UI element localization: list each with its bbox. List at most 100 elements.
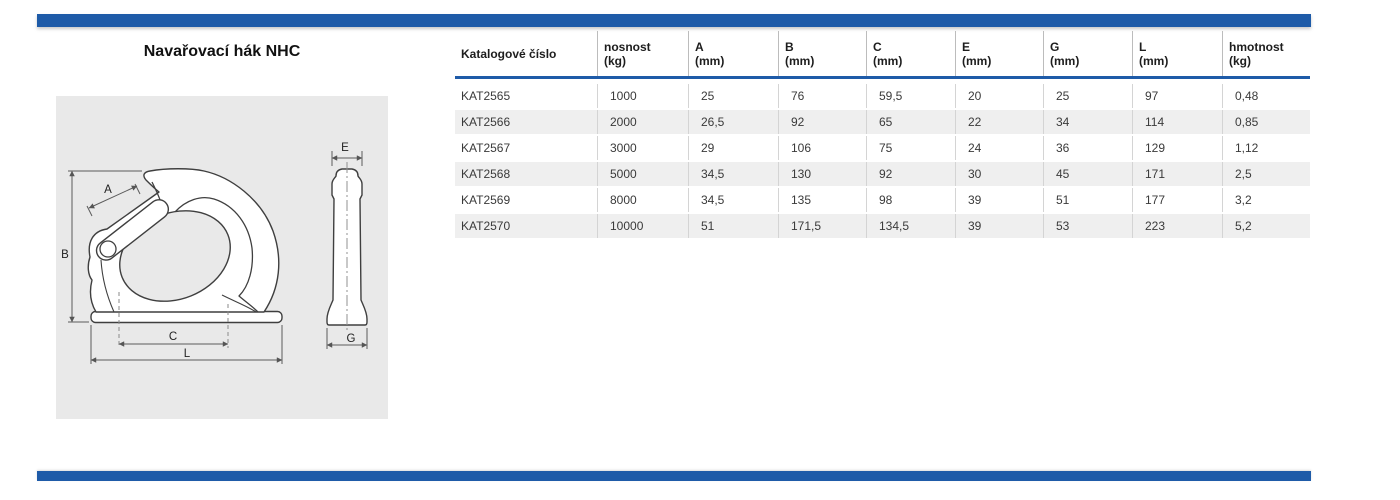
column-label: A [695,39,704,54]
table-cell: 223 [1132,214,1222,238]
column-unit: (mm) [785,53,815,68]
table-cell: 76 [778,84,866,108]
table-cell: 34,5 [688,188,778,212]
column-header-3: B (mm) [778,31,866,76]
column-header-1: nosnost (kg) [597,31,688,76]
dim-ext-a-2 [134,183,141,195]
table-cell: 114 [1132,110,1222,134]
hook-front-view [326,162,368,333]
table-cell: 2,5 [1222,162,1310,186]
table-cell: 2000 [597,110,688,134]
column-label: C [873,39,882,54]
cell-catalog-number: KAT2566 [461,115,511,129]
dim-label-a: A [104,184,112,196]
column-header-4: C (mm) [866,31,955,76]
table-cell: 20 [955,84,1043,108]
table-cell: 106 [778,136,866,160]
table-cell: 39 [955,188,1043,212]
table-cell: 5,2 [1222,214,1310,238]
front-view-dimensions [326,151,368,349]
dim-label-c: C [169,331,177,343]
column-header-7: L (mm) [1132,31,1222,76]
table-cell: 25 [1043,84,1132,108]
table-cell: 0,48 [1222,84,1310,108]
cell-catalog-number: KAT2569 [461,193,511,207]
table-row: KAT2565 1000 25 76 59,5 20 25 97 0,48 [455,84,1310,110]
body-inner-contour [100,259,115,313]
table-cell: 30 [955,162,1043,186]
table-cell: 10000 [597,214,688,238]
column-header-2: A (mm) [688,31,778,76]
table-header-row: Katalogové číslo nosnost (kg) A (mm) B (mm) C (m… [455,31,1310,79]
column-label: G [1050,39,1060,54]
table-cell: 171 [1132,162,1222,186]
top-accent-bar [37,14,1311,27]
dim-label-l: L [184,348,191,360]
table-cell: 39 [955,214,1043,238]
page-title: Navařovací hák NHC [143,43,301,60]
table-row: KAT2568 5000 34,5 130 92 30 45 171 2,5 [455,162,1310,188]
table-cell: 0,85 [1222,110,1310,134]
table-cell: 171,5 [778,214,866,238]
table-cell: 59,5 [866,84,955,108]
specification-table: Katalogové číslo nosnost (kg) A (mm) B (mm) C (m… [455,31,1310,240]
table-body: KAT2565 1000 25 76 59,5 20 25 97 0,48 KAT2566 2000… [455,84,1310,240]
table-row: KAT2569 8000 34,5 135 98 39 51 177 3,2 [455,188,1310,214]
dim-label-b: B [61,249,69,261]
table-cell: 24 [955,136,1043,160]
column-unit: (mm) [1050,53,1080,68]
column-label: Katalogové číslo [461,46,557,61]
table-cell: 1000 [597,84,688,108]
table-row: KAT2570 10000 51 171,5 134,5 39 53 223 5,2 [455,214,1310,240]
hook-technical-drawing: B A C L E G [61,142,368,364]
table-cell: 130 [778,162,866,186]
table-cell: 51 [688,214,778,238]
table-cell: 65 [866,110,955,134]
dim-label-g: G [347,333,356,345]
table-row: KAT2566 2000 26,5 92 65 22 34 114 0,85 [455,110,1310,136]
table-cell: 1,12 [1222,136,1310,160]
table-cell: 53 [1043,214,1132,238]
table-cell: 34,5 [688,162,778,186]
table-cell: 36 [1043,136,1132,160]
table-cell: 75 [866,136,955,160]
table-cell: 29 [688,136,778,160]
dim-label-e: E [341,142,349,154]
table-cell: 34 [1043,110,1132,134]
table-cell: 51 [1043,188,1132,212]
column-label: B [785,39,794,54]
cell-catalog-number: KAT2568 [461,167,511,181]
table-cell: 8000 [597,188,688,212]
table-cell: 3,2 [1222,188,1310,212]
column-label: hmotnost [1229,39,1284,54]
table-cell: 92 [778,110,866,134]
pivot-hole [99,240,117,258]
table-cell: 45 [1043,162,1132,186]
table-cell: 135 [778,188,866,212]
table-cell: 129 [1132,136,1222,160]
table-cell: 26,5 [688,110,778,134]
column-header-0: Katalogové číslo [455,31,597,76]
side-view-dimensions [68,170,283,364]
table-row: KAT2567 3000 29 106 75 24 36 129 1,12 [455,136,1310,162]
technical-drawing-panel: B A C L E G [56,96,388,419]
bottom-accent-bar [37,471,1311,481]
column-label: L [1139,39,1147,54]
column-header-8: hmotnost (kg) [1222,31,1310,76]
table-cell: 92 [866,162,955,186]
table-cell: 22 [955,110,1043,134]
table-cell: 134,5 [866,214,955,238]
table-cell: 5000 [597,162,688,186]
table-cell: 177 [1132,188,1222,212]
column-unit: (mm) [1139,53,1169,68]
column-unit: (kg) [1229,53,1251,68]
table-cell: 97 [1132,84,1222,108]
column-unit: (mm) [962,53,992,68]
cell-catalog-number: KAT2565 [461,89,511,103]
column-header-5: E (mm) [955,31,1043,76]
column-unit: (mm) [695,53,725,68]
column-label: E [962,39,971,54]
hook-side-view [87,168,283,324]
cell-catalog-number: KAT2570 [461,219,511,233]
